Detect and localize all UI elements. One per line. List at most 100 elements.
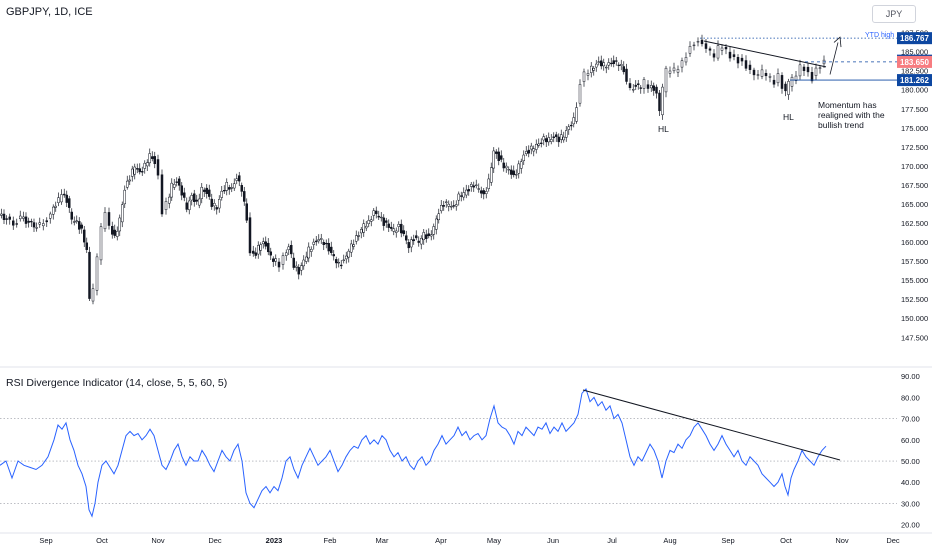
candle-body bbox=[322, 242, 325, 245]
rsi-tick-label: 70.00 bbox=[901, 415, 920, 424]
candle-body bbox=[95, 256, 99, 291]
candle-body bbox=[684, 57, 688, 63]
candle-body bbox=[806, 66, 810, 73]
candle-body bbox=[540, 142, 543, 144]
rsi-axis[interactable]: 90.00 80.00 70.00 60.00 50.00 40.00 30.00 20.00 bbox=[901, 372, 920, 529]
candle-body bbox=[790, 76, 794, 87]
candle-body bbox=[287, 246, 290, 251]
symbol-title[interactable]: GBPJPY, 1D, ICE bbox=[6, 6, 93, 18]
candle-body bbox=[578, 84, 582, 104]
price-candles bbox=[0, 34, 826, 305]
candle-body bbox=[472, 185, 475, 188]
rsi-tick-label: 50.00 bbox=[901, 457, 920, 466]
candle-body bbox=[497, 151, 500, 161]
price-tick-label: 175.000 bbox=[901, 124, 928, 133]
candle-body bbox=[210, 198, 213, 207]
candle-body bbox=[198, 198, 201, 206]
candle-body bbox=[658, 92, 661, 112]
candle-body bbox=[285, 252, 288, 256]
time-axis[interactable]: Sep Oct Nov Dec 2023 Feb Mar Apr May Jun Jul Aug Sep… bbox=[0, 532, 932, 545]
candle-body bbox=[642, 79, 646, 89]
candle-body bbox=[617, 64, 620, 67]
candle-body bbox=[560, 134, 563, 140]
candle-body bbox=[537, 143, 540, 146]
candle-body bbox=[362, 223, 365, 233]
candle-body bbox=[430, 234, 433, 237]
candle-body bbox=[392, 228, 395, 232]
candle-body bbox=[592, 68, 595, 71]
candle-body bbox=[272, 258, 275, 262]
candle-body bbox=[720, 47, 724, 51]
candle-body bbox=[756, 74, 760, 76]
candle-body bbox=[532, 148, 535, 152]
price-tick-label: 150.000 bbox=[901, 314, 928, 323]
candle-body bbox=[342, 259, 345, 261]
candle-body bbox=[42, 223, 45, 227]
candle-body bbox=[65, 194, 68, 203]
time-tick-label: Aug bbox=[663, 536, 676, 545]
candle-body bbox=[73, 221, 76, 223]
candle-body bbox=[510, 169, 513, 175]
candle-body bbox=[8, 216, 11, 220]
candle-body bbox=[477, 188, 480, 190]
candle-body bbox=[455, 204, 458, 207]
candle-body bbox=[88, 251, 91, 299]
price-tick-label: 180.000 bbox=[901, 86, 928, 95]
candle-body bbox=[188, 200, 191, 211]
candle-body bbox=[480, 190, 483, 194]
candle-body bbox=[400, 223, 403, 234]
candle-body bbox=[672, 67, 676, 72]
candle-body bbox=[19, 215, 22, 220]
price-tag-box bbox=[897, 55, 932, 68]
candle-body bbox=[522, 154, 525, 162]
price-tick-label: 172.500 bbox=[901, 143, 928, 152]
price-tag-box bbox=[897, 32, 932, 45]
hl-label-left: HL bbox=[658, 124, 669, 134]
rsi-indicator-title[interactable]: RSI Divergence Indicator (14, close, 5, … bbox=[6, 377, 228, 389]
candle-body bbox=[487, 178, 490, 189]
candle-body bbox=[274, 258, 277, 262]
rsi-grid bbox=[0, 418, 897, 504]
candle-body bbox=[375, 210, 378, 215]
rsi-tick-label: 30.00 bbox=[901, 499, 920, 508]
candle-body bbox=[277, 261, 281, 268]
candle-body bbox=[545, 138, 548, 143]
candle-body bbox=[245, 203, 248, 221]
candle-body bbox=[148, 153, 151, 164]
candle-body bbox=[432, 226, 435, 235]
candle-body bbox=[153, 156, 156, 165]
candle-body bbox=[121, 204, 124, 223]
candle-body bbox=[183, 192, 186, 198]
candle-body bbox=[116, 231, 119, 237]
price-axis[interactable]: 187.500185.000182.500180.000177.500175.0… bbox=[901, 29, 928, 343]
price-tick-label: 177.500 bbox=[901, 105, 928, 114]
candle-body bbox=[228, 187, 231, 190]
price-tag-text: 183.650 bbox=[900, 58, 929, 67]
candle-body bbox=[248, 217, 252, 254]
candle-body bbox=[612, 60, 615, 64]
candle-body bbox=[332, 254, 335, 257]
time-tick-label: Dec bbox=[886, 536, 900, 545]
currency-badge[interactable]: JPY bbox=[872, 5, 916, 23]
candle-body bbox=[213, 203, 216, 207]
price-tick-label: 182.500 bbox=[901, 67, 928, 76]
candle-body bbox=[557, 136, 560, 143]
candle-body bbox=[517, 163, 520, 174]
time-tick-label: Jul bbox=[607, 536, 617, 545]
candle-body bbox=[208, 189, 211, 197]
candle-body bbox=[350, 243, 353, 253]
candle-body bbox=[615, 60, 618, 62]
candle-body bbox=[320, 238, 323, 240]
candle-body bbox=[357, 235, 360, 237]
candle-body bbox=[676, 69, 680, 73]
candle-body bbox=[470, 184, 473, 187]
candle-body bbox=[650, 85, 653, 89]
candle-body bbox=[195, 199, 198, 202]
candle-body bbox=[704, 43, 708, 49]
candle-body bbox=[175, 181, 178, 183]
time-tick-label: Dec bbox=[208, 536, 222, 545]
candle-body bbox=[607, 62, 610, 66]
candle-body bbox=[295, 265, 298, 268]
candle-body bbox=[128, 179, 131, 182]
candle-body bbox=[240, 185, 243, 192]
